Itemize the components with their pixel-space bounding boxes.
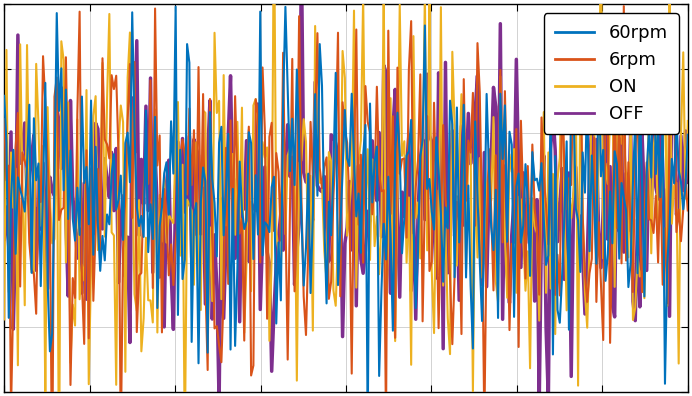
Legend: 60rpm, 6rpm, ON, OFF: 60rpm, 6rpm, ON, OFF	[544, 13, 679, 134]
